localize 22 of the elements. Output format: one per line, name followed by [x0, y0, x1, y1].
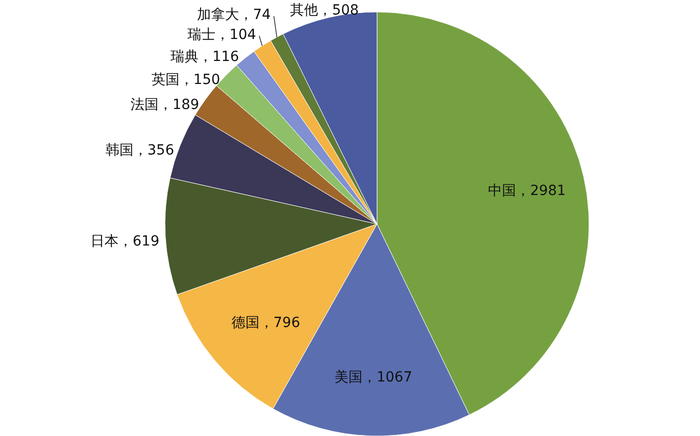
slice-label: 韩国 [105, 142, 134, 158]
slice-label: 加拿大 [197, 7, 240, 24]
slice-label: 德国 [231, 315, 260, 332]
data-label: ，189 [158, 96, 200, 113]
data-label: ，74 [239, 7, 271, 24]
slice-label: 法国 [130, 96, 158, 113]
data-label: ，796 [259, 315, 300, 332]
slice-label: 美国 [334, 370, 363, 386]
slice-label: 瑞士 [187, 26, 216, 43]
data-label: ，508 [318, 2, 359, 19]
data-label: ，619 [118, 234, 160, 250]
data-label: ，150 [179, 72, 220, 88]
slice-label: 瑞典 [170, 49, 198, 66]
slice-label: 中国 [488, 182, 516, 199]
data-label: ，2981 [516, 182, 566, 199]
slice-label: 英国 [151, 72, 180, 88]
data-label: ，104 [215, 26, 256, 43]
data-label: ，116 [198, 49, 240, 66]
slice-label: 日本 [90, 234, 119, 250]
data-label: ，1067 [362, 370, 412, 386]
slice-label: 其他 [290, 2, 318, 19]
data-label: ，356 [133, 142, 174, 158]
